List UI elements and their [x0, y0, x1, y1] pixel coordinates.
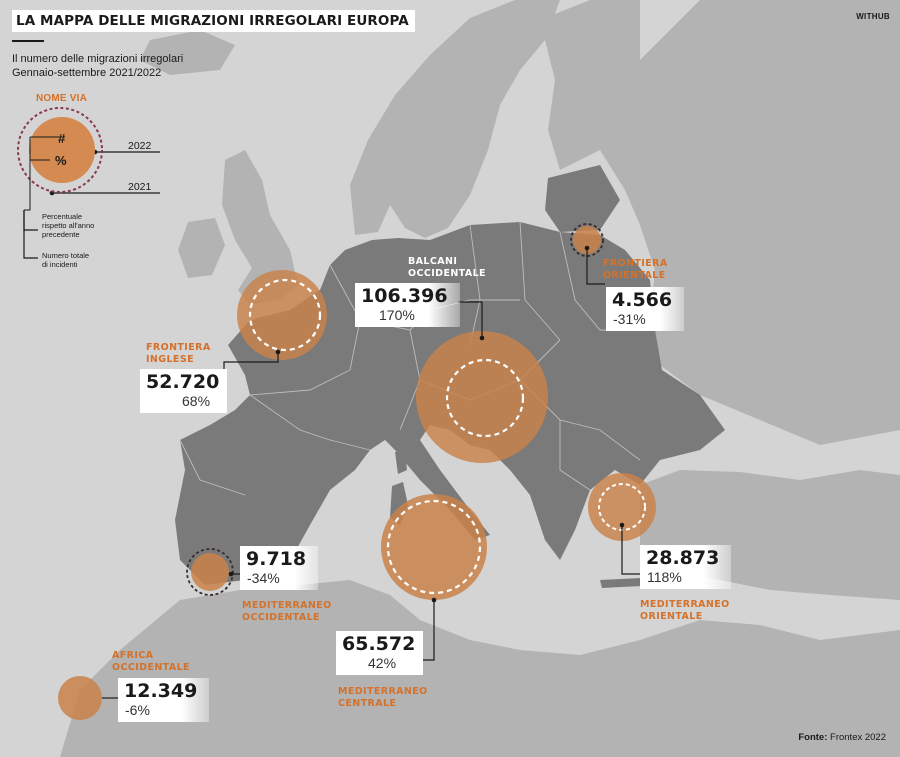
change-inglese: 68% — [182, 393, 211, 409]
change-orientale: -31% — [613, 311, 646, 327]
map-title: LA MAPPA DELLE MIGRAZIONI IRREGOLARI EUR… — [12, 10, 415, 32]
circle-med-orientale — [588, 473, 656, 541]
route-name-orientale-l1: FRONTIERA — [603, 258, 668, 269]
subtitle: Il numero delle migrazioni irregolari Ge… — [12, 52, 212, 80]
route-name-med-occidentale-l1: MEDITERRANEO — [242, 600, 332, 611]
crete — [600, 578, 642, 588]
route-name-inglese-l1: FRONTIERA — [146, 342, 211, 353]
route-name-med-orientale-l2: ORIENTALE — [640, 611, 703, 622]
change-med-orientale: 118% — [647, 569, 682, 585]
legend-note-total-l1: Numero totale — [42, 251, 90, 260]
change-med-occidentale: -34% — [247, 570, 280, 586]
legend-count-symbol: # — [58, 131, 66, 146]
route-name-balcani-l1: BALCANI — [408, 256, 458, 267]
scandinavia-land — [350, 0, 560, 238]
route-name-inglese-l2: INGLESE — [146, 354, 194, 365]
route-name-orientale-l2: ORIENTALE — [603, 270, 666, 281]
route-label-balcani: BALCANI OCCIDENTALE — [408, 256, 486, 280]
legend-note-percent-l3: precedente — [42, 230, 80, 239]
baltic-states — [545, 165, 620, 232]
source-value: Frontex 2022 — [830, 732, 886, 743]
circle-med-occidentale — [191, 553, 229, 591]
legend-note-total: Numero totale di incidenti — [42, 251, 142, 269]
count-med-orientale: 28.873 — [646, 547, 720, 569]
subtitle-line2: Gennaio-settembre 2021/2022 — [12, 67, 162, 79]
count-orientale: 4.566 — [612, 289, 673, 311]
count-balcani: 106.396 — [361, 285, 448, 307]
iceland-land — [140, 30, 235, 75]
stat-box-inglese: 52.720 68% — [140, 369, 228, 413]
change-med-centrale: 42% — [368, 655, 397, 671]
legend-year-2021: 2021 — [128, 181, 152, 193]
corsica — [395, 450, 407, 474]
route-circles — [58, 223, 656, 720]
stat-box-africa-occidentale: 12.349 -6% — [118, 678, 210, 722]
cyprus — [760, 556, 792, 572]
brand-logo: WITHUB — [856, 12, 890, 21]
count-med-centrale: 65.572 — [342, 633, 416, 655]
stat-box-med-orientale: 28.873 118% — [640, 545, 732, 589]
finland-land — [540, 0, 640, 170]
circle-med-centrale-2021 — [386, 499, 482, 595]
title-rule — [12, 40, 44, 42]
route-name-balcani-l2: OCCIDENTALE — [408, 268, 486, 279]
change-balcani: 170% — [379, 307, 415, 323]
legend-percent-symbol: % — [55, 153, 67, 168]
stat-box-orientale: 4.566 -31% — [606, 287, 685, 331]
circle-med-centrale — [381, 494, 487, 600]
circle-med-occidentale-2021 — [186, 548, 234, 596]
legend-title: NOME VIA — [36, 93, 88, 104]
route-name-med-orientale-l1: MEDITERRANEO — [640, 599, 730, 610]
route-label-orientale: FRONTIERA ORIENTALE — [603, 258, 668, 282]
stat-box-balcani: 106.396 170% — [355, 283, 460, 327]
count-africa-occidentale: 12.349 — [124, 680, 198, 702]
russia-land — [600, 0, 900, 445]
route-name-med-centrale-l2: CENTRALE — [338, 698, 397, 709]
route-label-africa-occidentale: AFRICA OCCIDENTALE — [112, 650, 190, 674]
great-britain — [222, 150, 298, 305]
legend-note-total-l2: di incidenti — [42, 260, 78, 269]
subtitle-line1: Il numero delle migrazioni irregolari — [12, 53, 184, 65]
count-med-occidentale: 9.718 — [246, 548, 307, 570]
stat-box-med-centrale: 65.572 42% — [336, 631, 424, 675]
circle-balcani — [416, 331, 548, 463]
route-name-med-occidentale-l2: OCCIDENTALE — [242, 612, 320, 623]
legend-note-percent: Percentuale rispetto all'anno precedente — [42, 212, 142, 239]
count-inglese: 52.720 — [146, 371, 220, 393]
source-note: Fonte: Frontex 2022 — [798, 732, 886, 743]
route-label-med-occidentale: MEDITERRANEO OCCIDENTALE — [242, 600, 332, 624]
route-label-med-orientale: MEDITERRANEO ORIENTALE — [640, 599, 730, 623]
route-name-africa-occidentale-l2: OCCIDENTALE — [112, 662, 190, 673]
ireland — [178, 218, 225, 278]
circle-inglese-2021 — [248, 278, 322, 352]
circle-africa-occidentale — [58, 676, 102, 720]
stat-box-med-occidentale: 9.718 -34% — [240, 546, 319, 590]
route-name-africa-occidentale-l1: AFRICA — [112, 650, 154, 661]
change-africa-occidentale: -6% — [125, 702, 150, 718]
legend-note-percent-l2: rispetto all'anno — [42, 221, 95, 230]
source-label: Fonte: — [798, 732, 828, 743]
route-name-med-centrale-l1: MEDITERRANEO — [338, 686, 428, 697]
legend-symbol — [17, 107, 103, 211]
legend-note-percent-l1: Percentuale — [42, 212, 83, 221]
circle-balcani-2021 — [445, 358, 525, 438]
route-label-med-centrale: MEDITERRANEO CENTRALE — [338, 686, 428, 710]
circle-orientale — [573, 226, 601, 254]
legend-year-2022: 2022 — [128, 140, 152, 152]
route-label-inglese: FRONTIERA INGLESE — [146, 342, 211, 366]
africa-land — [60, 580, 900, 757]
